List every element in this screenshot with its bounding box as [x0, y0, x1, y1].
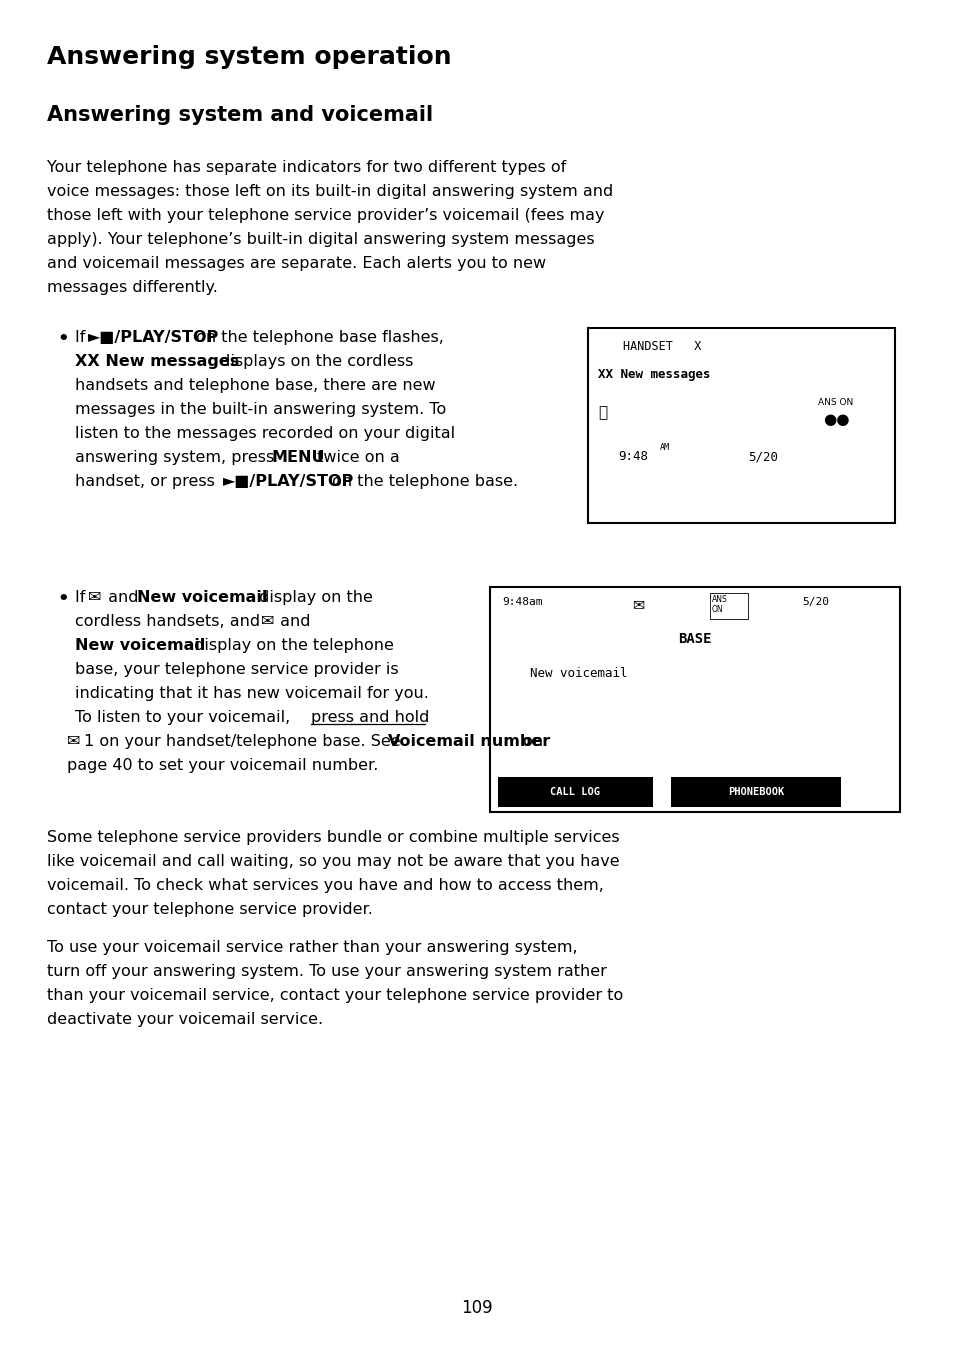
Text: ✉: ✉ — [67, 734, 80, 749]
Bar — [709, 593, 747, 619]
Text: PHONEBOOK: PHONEBOOK — [727, 787, 783, 798]
Text: •: • — [57, 590, 69, 608]
Text: ►■/PLAY/STOP: ►■/PLAY/STOP — [223, 474, 354, 489]
Text: page 40 to set your voicemail number.: page 40 to set your voicemail number. — [67, 758, 378, 773]
Text: ✉: ✉ — [88, 590, 101, 605]
Text: 109: 109 — [460, 1298, 493, 1317]
Text: on: on — [517, 734, 542, 749]
Bar — [587, 328, 894, 523]
Text: on the telephone base flashes,: on the telephone base flashes, — [191, 330, 443, 345]
Text: handsets and telephone base, there are new: handsets and telephone base, there are n… — [75, 378, 436, 393]
Text: 9:48: 9:48 — [618, 450, 647, 463]
Text: ON: ON — [711, 605, 723, 613]
Text: listen to the messages recorded on your digital: listen to the messages recorded on your … — [75, 427, 455, 441]
Text: display on the telephone: display on the telephone — [189, 638, 394, 653]
Text: Voicemail number: Voicemail number — [388, 734, 550, 749]
Bar — [490, 588, 899, 812]
Text: 5/20: 5/20 — [747, 450, 778, 463]
Text: apply). Your telephone’s built-in digital answering system messages: apply). Your telephone’s built-in digita… — [47, 232, 594, 246]
Text: Your telephone has separate indicators for two different types of: Your telephone has separate indicators f… — [47, 160, 566, 175]
Text: ⎓: ⎓ — [598, 405, 606, 420]
Text: handset, or press: handset, or press — [75, 474, 220, 489]
Text: than your voicemail service, contact your telephone service provider to: than your voicemail service, contact you… — [47, 988, 622, 1003]
Text: answering system, press: answering system, press — [75, 450, 279, 464]
Text: Some telephone service providers bundle or combine multiple services: Some telephone service providers bundle … — [47, 830, 619, 845]
Text: those left with your telephone service provider’s voicemail (fees may: those left with your telephone service p… — [47, 209, 604, 223]
Text: 5/20: 5/20 — [801, 597, 828, 607]
Text: deactivate your voicemail service.: deactivate your voicemail service. — [47, 1011, 323, 1026]
Text: displays on the cordless: displays on the cordless — [214, 353, 413, 370]
Text: Answering system operation: Answering system operation — [47, 45, 451, 69]
Text: and: and — [103, 590, 144, 605]
Text: 1 on your handset/telephone base. See: 1 on your handset/telephone base. See — [84, 734, 405, 749]
Text: New voicemail: New voicemail — [530, 668, 627, 680]
Text: HANDSET   X: HANDSET X — [622, 340, 700, 353]
Text: twice on a: twice on a — [312, 450, 399, 464]
Text: ✉: ✉ — [261, 613, 274, 630]
Text: Answering system and voicemail: Answering system and voicemail — [47, 106, 433, 125]
Text: XX New messages: XX New messages — [75, 353, 239, 370]
Text: ANS ON: ANS ON — [817, 398, 852, 408]
Text: MENU: MENU — [272, 450, 325, 464]
Text: ✉: ✉ — [631, 597, 643, 612]
Text: BASE: BASE — [678, 632, 711, 646]
Text: If: If — [75, 330, 91, 345]
Text: To use your voicemail service rather than your answering system,: To use your voicemail service rather tha… — [47, 940, 577, 955]
Text: and: and — [274, 613, 310, 630]
Bar — [670, 777, 841, 807]
Text: voicemail. To check what services you have and how to access them,: voicemail. To check what services you ha… — [47, 877, 603, 894]
Text: XX New messages: XX New messages — [598, 368, 710, 380]
Text: New voicemail: New voicemail — [75, 638, 205, 653]
Text: New voicemail: New voicemail — [137, 590, 267, 605]
Text: and voicemail messages are separate. Each alerts you to new: and voicemail messages are separate. Eac… — [47, 256, 545, 271]
Text: messages in the built-in answering system. To: messages in the built-in answering syste… — [75, 402, 446, 417]
Bar — [497, 777, 652, 807]
Text: CALL LOG: CALL LOG — [550, 787, 599, 798]
Text: •: • — [57, 330, 69, 348]
Text: turn off your answering system. To use your answering system rather: turn off your answering system. To use y… — [47, 964, 606, 979]
Text: press and hold: press and hold — [311, 709, 429, 724]
Text: To listen to your voicemail,: To listen to your voicemail, — [75, 709, 295, 724]
Text: like voicemail and call waiting, so you may not be aware that you have: like voicemail and call waiting, so you … — [47, 854, 619, 869]
Text: cordless handsets, and: cordless handsets, and — [75, 613, 265, 630]
Text: messages differently.: messages differently. — [47, 280, 217, 295]
Text: base, your telephone service provider is: base, your telephone service provider is — [75, 662, 398, 677]
Text: voice messages: those left on its built-in digital answering system and: voice messages: those left on its built-… — [47, 184, 613, 199]
Text: 9:48am: 9:48am — [501, 597, 542, 607]
Text: AM: AM — [659, 443, 669, 452]
Text: ANS: ANS — [711, 594, 727, 604]
Text: ►■/PLAY/STOP: ►■/PLAY/STOP — [88, 330, 219, 345]
Text: contact your telephone service provider.: contact your telephone service provider. — [47, 902, 373, 917]
Text: If: If — [75, 590, 91, 605]
Text: on the telephone base.: on the telephone base. — [327, 474, 517, 489]
Text: indicating that it has new voicemail for you.: indicating that it has new voicemail for… — [75, 686, 429, 701]
Text: display on the: display on the — [253, 590, 373, 605]
Text: ●●: ●● — [822, 412, 848, 427]
